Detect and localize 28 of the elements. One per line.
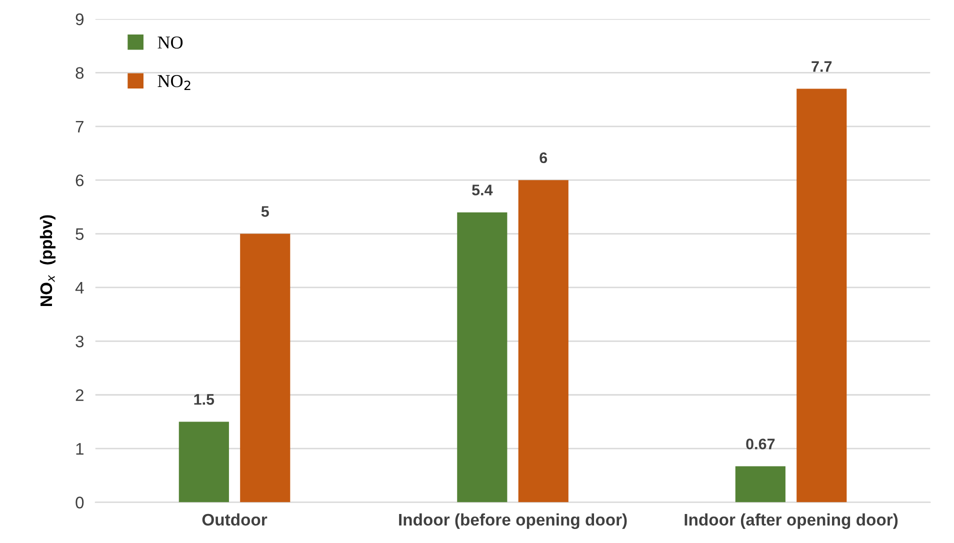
data-label: 5.4 <box>472 184 493 196</box>
bar <box>178 422 229 502</box>
bar <box>240 234 290 502</box>
bar <box>735 466 786 502</box>
x-tick-label: Outdoor <box>202 513 268 526</box>
data-label: 0.67 <box>746 438 775 450</box>
data-label: 6 <box>540 152 548 164</box>
bar <box>518 180 568 502</box>
bar <box>796 88 847 502</box>
x-tick-label: Indoor (before opening door) <box>399 513 627 529</box>
data-label: 1.5 <box>194 394 214 405</box>
y-tick-label: 8 <box>76 67 84 79</box>
y-tick-label: 2 <box>76 389 84 401</box>
bar <box>457 212 508 502</box>
y-tick-label: 7 <box>76 120 84 132</box>
data-label: 5 <box>261 206 269 217</box>
y-tick-label: 4 <box>75 282 84 294</box>
y-tick-label: 1 <box>76 443 84 455</box>
y-tick-label: 5 <box>76 228 84 240</box>
y-tick-label: 0 <box>76 496 84 508</box>
legend-label: NO$_{2}$ <box>158 75 190 90</box>
y-tick-label: 9 <box>76 13 84 26</box>
data-label: 7.7 <box>812 61 832 72</box>
y-tick-label: 6 <box>76 174 84 186</box>
legend-label: NO <box>158 36 183 49</box>
x-tick-label: Indoor (after opening door) <box>684 513 898 529</box>
y-axis-title: NO$_{x}$ (ppbv) <box>40 215 56 306</box>
y-tick-label: 3 <box>76 336 84 348</box>
